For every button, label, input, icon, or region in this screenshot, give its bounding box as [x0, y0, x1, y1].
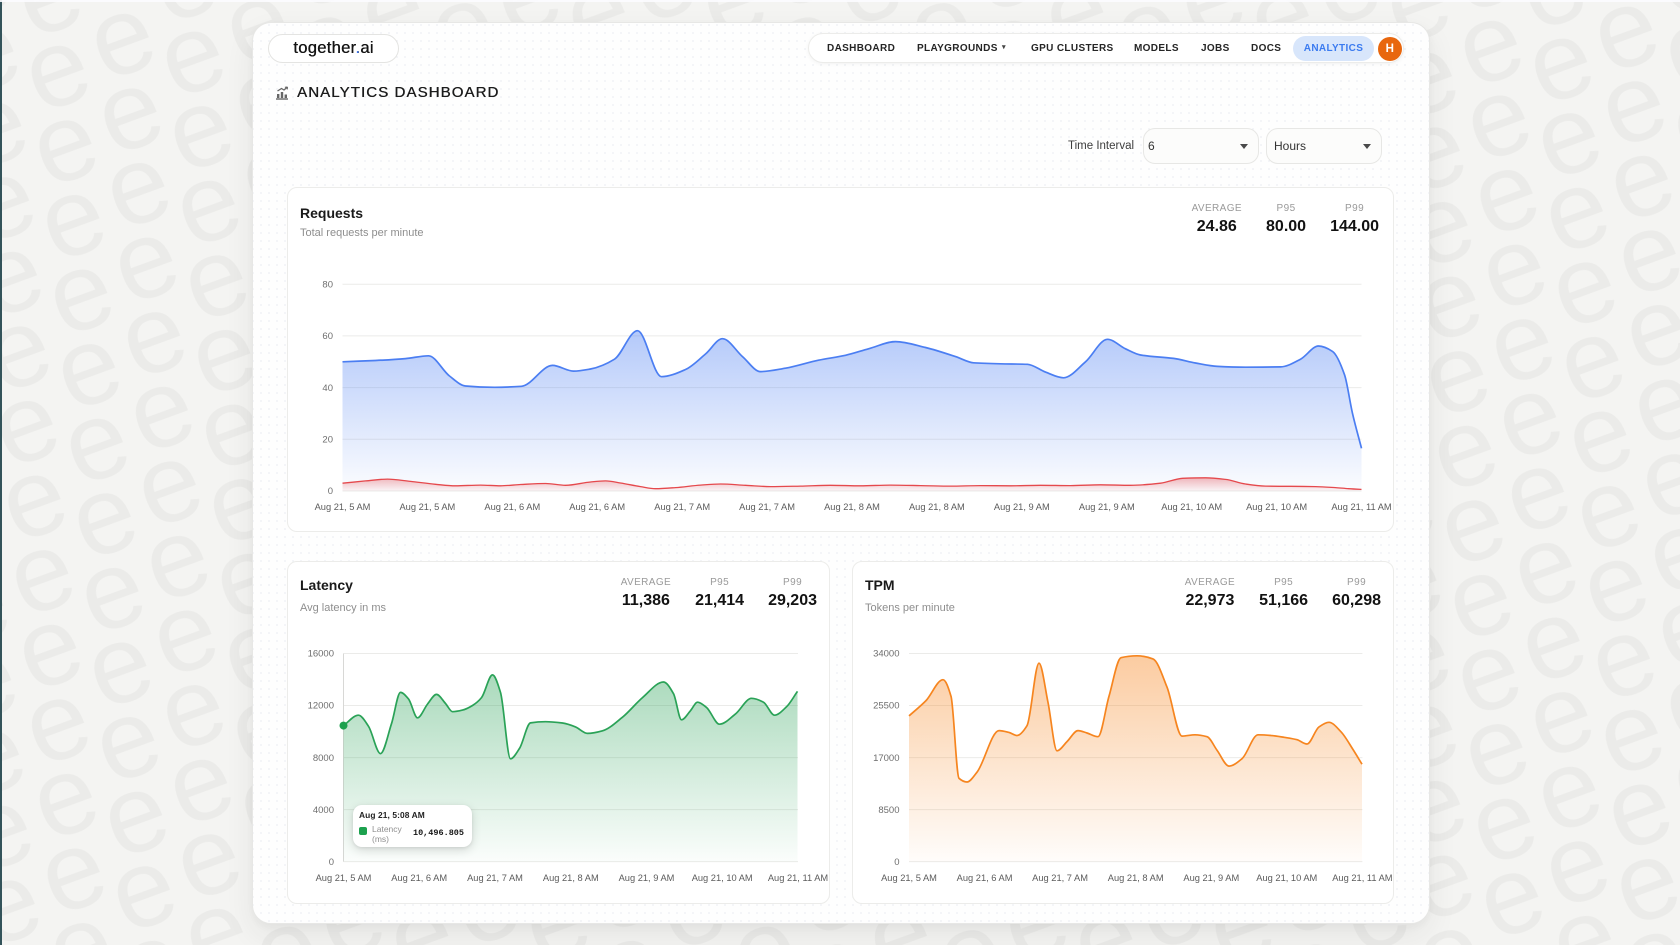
svg-text:Aug 21, 10 AM: Aug 21, 10 AM: [1246, 502, 1307, 512]
svg-text:20: 20: [322, 434, 333, 445]
svg-text:Aug 21, 11 AM: Aug 21, 11 AM: [1332, 873, 1392, 883]
svg-text:Aug 21, 6 AM: Aug 21, 6 AM: [391, 873, 447, 883]
svg-text:0: 0: [329, 856, 334, 867]
svg-text:0: 0: [894, 856, 899, 867]
svg-text:8500: 8500: [878, 804, 899, 815]
svg-text:17000: 17000: [873, 752, 899, 763]
svg-text:12000: 12000: [308, 700, 334, 711]
svg-text:8000: 8000: [313, 752, 334, 763]
svg-text:Aug 21, 8 AM: Aug 21, 8 AM: [1108, 873, 1164, 883]
svg-text:16000: 16000: [308, 648, 334, 659]
svg-text:Aug 21, 8 AM: Aug 21, 8 AM: [824, 502, 880, 512]
svg-text:25500: 25500: [873, 700, 899, 711]
svg-text:Aug 21, 5 AM: Aug 21, 5 AM: [399, 502, 455, 512]
svg-text:40: 40: [322, 382, 333, 393]
svg-text:Aug 21, 7 AM: Aug 21, 7 AM: [739, 502, 795, 512]
svg-text:Aug 21, 7 AM: Aug 21, 7 AM: [1032, 873, 1088, 883]
svg-text:Aug 21, 6 AM: Aug 21, 6 AM: [484, 502, 540, 512]
svg-text:0: 0: [328, 486, 333, 497]
svg-text:Aug 21, 8 AM: Aug 21, 8 AM: [543, 873, 599, 883]
svg-text:Aug 21, 11 AM: Aug 21, 11 AM: [768, 873, 828, 883]
svg-text:Aug 21, 10 AM: Aug 21, 10 AM: [1161, 502, 1222, 512]
svg-text:34000: 34000: [873, 648, 899, 659]
svg-text:Aug 21, 6 AM: Aug 21, 6 AM: [569, 502, 625, 512]
svg-text:Aug 21, 9 AM: Aug 21, 9 AM: [994, 502, 1050, 512]
svg-text:Aug 21, 6 AM: Aug 21, 6 AM: [957, 873, 1013, 883]
svg-text:Aug 21, 9 AM: Aug 21, 9 AM: [1183, 873, 1239, 883]
svg-text:80: 80: [322, 279, 333, 290]
svg-text:Aug 21, 5 AM: Aug 21, 5 AM: [316, 873, 372, 883]
svg-text:Aug 21, 7 AM: Aug 21, 7 AM: [467, 873, 523, 883]
svg-text:Aug 21, 5 AM: Aug 21, 5 AM: [881, 873, 937, 883]
svg-text:4000: 4000: [313, 804, 334, 815]
svg-text:Aug 21, 7 AM: Aug 21, 7 AM: [654, 502, 710, 512]
svg-text:Aug 21, 10 AM: Aug 21, 10 AM: [1256, 873, 1317, 883]
svg-text:Aug 21, 5 AM: Aug 21, 5 AM: [315, 502, 371, 512]
svg-text:Aug 21, 9 AM: Aug 21, 9 AM: [1079, 502, 1135, 512]
svg-text:Aug 21, 10 AM: Aug 21, 10 AM: [692, 873, 753, 883]
svg-text:Aug 21, 11 AM: Aug 21, 11 AM: [1331, 502, 1391, 512]
svg-text:Aug 21, 8 AM: Aug 21, 8 AM: [909, 502, 965, 512]
svg-text:60: 60: [322, 331, 333, 342]
svg-text:Aug 21, 9 AM: Aug 21, 9 AM: [619, 873, 675, 883]
